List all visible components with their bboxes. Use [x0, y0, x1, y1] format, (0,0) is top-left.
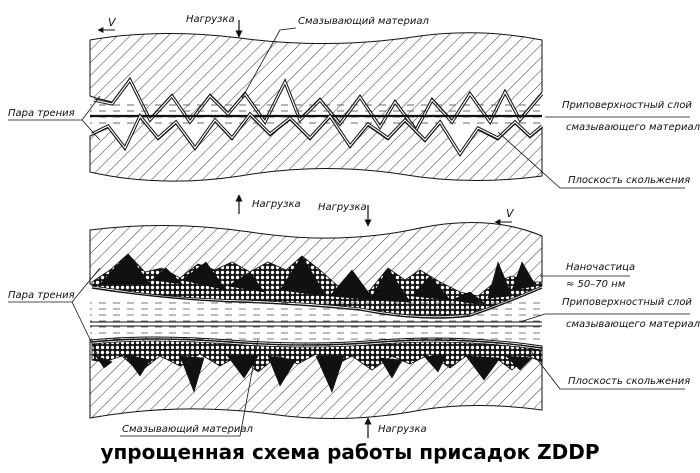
top-slip-plane-label: Плоскость скольжения [568, 175, 690, 186]
bottom-friction-pair-label: Пара трения [8, 290, 75, 301]
top-load-label-lower: Нагрузка [252, 199, 301, 210]
top-lubricant-label: Смазывающий материал [298, 16, 430, 27]
top-velocity-label: V [108, 16, 117, 29]
bottom-surface-layer-label-1: Приповерхностный слой [562, 297, 692, 308]
bottom-slip-plane-label: Плоскость скольжения [568, 376, 690, 387]
bottom-load-label-lower: Нагрузка [378, 424, 427, 435]
bottom-load-label-upper: Нагрузка [318, 202, 367, 213]
top-load-label-upper: Нагрузка [186, 14, 235, 25]
bottom-lower-triangles [95, 353, 533, 393]
bottom-lower-surface-line [91, 338, 543, 349]
diagram-caption: упрощенная схема работы присадок ZDDP [100, 440, 600, 464]
bottom-panel: V Нагрузка Нагрузка Смазывающий материал… [8, 202, 700, 438]
top-surface-layer-label-2: смазывающего материала [566, 122, 700, 133]
top-panel: V Нагрузка Нагрузка Смазывающий материал… [8, 14, 700, 214]
bottom-nanoparticle-label-2: ≈ 50–70 нм [566, 279, 626, 290]
bottom-lubricant-label: Смазывающий материал [122, 424, 254, 435]
bottom-velocity-label: V [506, 207, 515, 220]
bottom-upper-triangles [99, 253, 537, 307]
bottom-surface-layer-label-2: смазывающего материала [566, 319, 700, 330]
top-friction-pair-label: Пара трения [8, 108, 75, 119]
bottom-nanoparticle-label-1: Наночастица [566, 262, 635, 273]
top-surface-layer-label-1: Приповерхностный слой [562, 100, 692, 111]
